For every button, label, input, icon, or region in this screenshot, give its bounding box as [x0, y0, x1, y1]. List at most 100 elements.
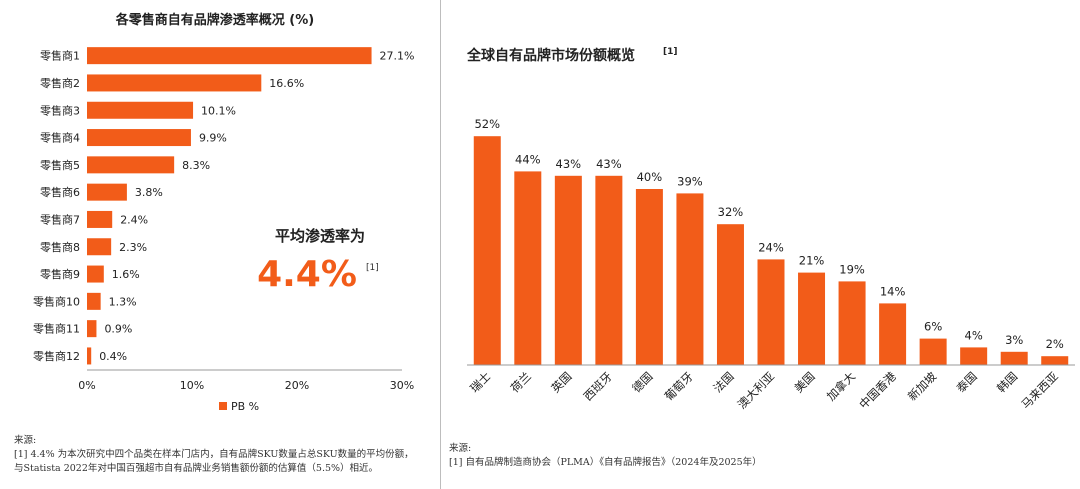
right-value-label: 40%	[637, 170, 663, 184]
left-value-label: 1.3%	[109, 295, 137, 308]
right-value-label: 6%	[924, 320, 942, 334]
left-source-title: 来源:	[14, 435, 37, 446]
right-chart-title-ref: [1]	[663, 47, 678, 57]
right-category-label: 葡萄牙	[662, 369, 696, 403]
right-bar	[635, 189, 663, 365]
left-value-label: 8.3%	[182, 159, 210, 172]
left-category-label: 零售商10	[33, 294, 80, 308]
left-bar	[87, 210, 113, 228]
avg-label: 平均渗透率为	[275, 227, 365, 245]
left-bar	[87, 347, 92, 365]
left-category-label: 零售商4	[40, 131, 80, 145]
right-bar	[879, 303, 907, 365]
left-category-label: 零售商5	[40, 158, 80, 172]
right-bar	[676, 193, 704, 365]
left-value-label: 0.9%	[104, 323, 132, 336]
right-value-label: 32%	[718, 205, 744, 219]
left-category-label: 零售商7	[40, 212, 80, 226]
left-chart-title: 各零售商自有品牌渗透率概况 (%)	[115, 12, 314, 28]
right-bar	[1041, 356, 1069, 365]
right-value-label: 52%	[474, 117, 500, 131]
left-value-label: 0.4%	[99, 350, 127, 363]
right-bar	[595, 175, 623, 365]
right-bar	[919, 338, 947, 365]
left-category-label: 零售商8	[40, 240, 80, 254]
right-category-label: 法国	[710, 369, 736, 395]
right-category-label: 加拿大	[824, 369, 859, 404]
left-category-label: 零售商11	[33, 322, 80, 336]
right-value-label: 39%	[677, 174, 703, 188]
right-bar	[757, 259, 785, 365]
right-category-label: 西班牙	[581, 369, 615, 403]
right-bar	[798, 272, 826, 365]
left-bar	[87, 74, 262, 92]
left-category-label: 零售商1	[40, 49, 80, 63]
left-panel: 各零售商自有品牌渗透率概况 (%) 零售商1 27.1% 零售商2 16.6% 零售商3…	[0, 0, 440, 489]
left-bar	[87, 129, 191, 147]
right-source-line: [1] 自有品牌制造商协会（PLMA）《自有品牌报告》（2024年及2025年）	[449, 457, 762, 468]
left-legend-swatch	[219, 402, 227, 410]
left-bar	[87, 156, 175, 174]
right-chart: 全球自有品牌市场份额概览 [1] 52% 瑞士 44% 荷兰 43% 英国 43% 西班牙 40…	[466, 47, 1075, 412]
left-source-line: [1] 4.4% 为本次研究中四个品类在样本门店内，自有品牌SKU数量占总SKU…	[14, 449, 414, 460]
left-bar	[87, 101, 194, 119]
left-value-label: 27.1%	[380, 50, 415, 63]
left-x-tick-label: 10%	[180, 379, 204, 392]
right-category-label: 马来西亚	[1018, 369, 1060, 411]
left-source-line: 与Statista 2022年对中国百强超市自有品牌业务销售额份额的估算值（5.…	[14, 463, 379, 474]
left-bar	[87, 292, 101, 310]
right-bar	[960, 347, 988, 365]
right-category-label: 瑞士	[467, 369, 493, 395]
left-bar	[87, 47, 372, 65]
left-value-label: 16.6%	[269, 77, 304, 90]
right-bar	[473, 136, 501, 365]
right-category-label: 韩国	[994, 369, 1020, 395]
right-category-label: 美国	[791, 369, 817, 395]
right-value-label: 4%	[965, 328, 983, 342]
right-value-label: 44%	[515, 152, 541, 166]
right-bar	[838, 281, 866, 365]
left-x-tick-label: 30%	[390, 379, 414, 392]
right-category-label: 荷兰	[508, 369, 534, 395]
right-value-label: 14%	[880, 284, 906, 298]
right-value-label: 43%	[556, 157, 582, 171]
left-x-tick-label: 0%	[78, 379, 95, 392]
left-bar	[87, 320, 97, 338]
right-value-label: 43%	[596, 157, 622, 171]
right-category-label: 英国	[548, 369, 574, 395]
right-category-label: 澳大利亚	[735, 369, 777, 411]
left-bar	[87, 238, 112, 256]
left-value-label: 9.9%	[199, 132, 227, 145]
left-legend-label: PB %	[231, 400, 259, 413]
right-value-label: 19%	[839, 262, 865, 276]
left-value-label: 10.1%	[201, 104, 236, 117]
right-category-label: 德国	[629, 369, 655, 395]
left-value-label: 1.6%	[112, 268, 140, 281]
left-category-label: 零售商9	[40, 267, 80, 281]
left-category-label: 零售商12	[33, 349, 80, 363]
left-x-tick-label: 20%	[285, 379, 309, 392]
right-bar	[716, 224, 744, 365]
avg-value: 4.4%	[257, 254, 357, 295]
right-panel: 全球自有品牌市场份额概览 [1] 52% 瑞士 44% 荷兰 43% 英国 43% 西班牙 40…	[441, 0, 1080, 489]
right-source-title: 来源:	[449, 443, 472, 454]
right-category-label: 中国香港	[856, 369, 899, 412]
left-category-label: 零售商3	[40, 103, 80, 117]
right-value-label: 3%	[1005, 333, 1023, 347]
right-value-label: 24%	[758, 240, 784, 254]
left-bar	[87, 183, 127, 201]
right-bar	[1000, 351, 1028, 365]
right-value-label: 21%	[799, 254, 825, 268]
right-category-label: 泰国	[954, 369, 980, 395]
right-bar-group: 52% 瑞士 44% 荷兰 43% 英国 43% 西班牙 40% 德国 39% 葡萄牙 32% 法国 24%…	[467, 117, 1069, 412]
left-category-label: 零售商2	[40, 76, 80, 90]
right-category-label: 新加坡	[905, 369, 940, 404]
left-source: 来源: [1] 4.4% 为本次研究中四个品类在样本门店内，自有品牌SKU数量占…	[14, 434, 414, 476]
right-source: 来源: [1] 自有品牌制造商协会（PLMA）《自有品牌报告》（2024年及20…	[449, 442, 762, 470]
right-bar	[554, 175, 582, 365]
right-chart-title: 全球自有品牌市场份额概览	[466, 47, 635, 64]
left-bar	[87, 265, 104, 283]
left-value-label: 2.3%	[119, 241, 147, 254]
panel-divider	[440, 0, 441, 489]
left-chart: 各零售商自有品牌渗透率概况 (%) 零售商1 27.1% 零售商2 16.6% 零售商3…	[33, 12, 415, 413]
